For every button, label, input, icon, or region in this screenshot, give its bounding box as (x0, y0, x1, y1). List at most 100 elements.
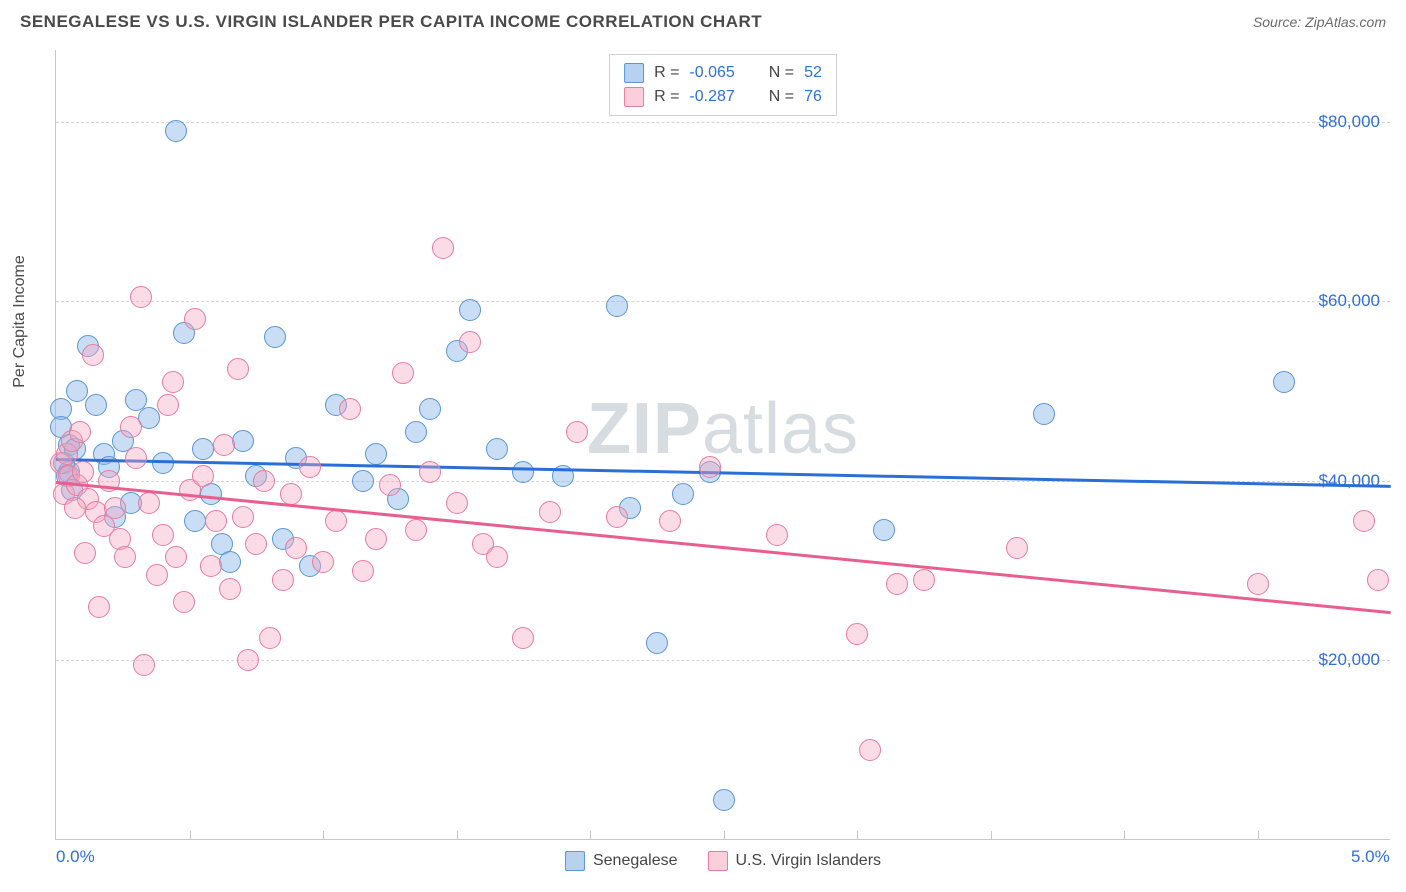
data-point (130, 286, 152, 308)
data-point (405, 519, 427, 541)
plot-area: ZIPatlas Per Capita Income R =-0.065N =5… (55, 50, 1390, 840)
data-point (138, 492, 160, 514)
data-point (873, 519, 895, 541)
data-point (699, 456, 721, 478)
data-point (1033, 403, 1055, 425)
data-point (325, 510, 347, 532)
n-label: N = (769, 88, 794, 106)
r-label: R = (654, 88, 679, 106)
data-point (184, 510, 206, 532)
data-point (352, 470, 374, 492)
legend-swatch (624, 63, 644, 83)
data-point (1367, 569, 1389, 591)
data-point (253, 470, 275, 492)
correlation-stats-box: R =-0.065N =52R =-0.287N =76 (609, 54, 837, 116)
data-point (213, 434, 235, 456)
data-point (125, 447, 147, 469)
data-point (104, 497, 126, 519)
gridline-h (56, 122, 1390, 123)
r-value: -0.065 (689, 64, 734, 82)
data-point (152, 524, 174, 546)
y-axis-label: Per Capita Income (11, 255, 29, 388)
data-point (766, 524, 788, 546)
data-point (146, 564, 168, 586)
data-point (120, 416, 142, 438)
data-point (846, 623, 868, 645)
x-minor-tick (590, 831, 591, 839)
data-point (219, 578, 241, 600)
y-tick-label: $20,000 (1319, 650, 1380, 670)
legend-label: U.S. Virgin Islanders (735, 852, 881, 870)
legend: Senegalese U.S. Virgin Islanders (565, 851, 881, 871)
legend-item: Senegalese (565, 851, 678, 871)
data-point (646, 632, 668, 654)
source-credit: Source: ZipAtlas.com (1253, 14, 1386, 30)
data-point (85, 394, 107, 416)
data-point (245, 533, 267, 555)
legend-swatch (565, 851, 585, 871)
data-point (659, 510, 681, 532)
x-minor-tick (323, 831, 324, 839)
data-point (184, 308, 206, 330)
data-point (232, 430, 254, 452)
data-point (133, 654, 155, 676)
legend-label: Senegalese (593, 852, 678, 870)
n-value: 76 (804, 88, 822, 106)
data-point (419, 398, 441, 420)
data-point (285, 537, 307, 559)
data-point (405, 421, 427, 443)
r-label: R = (654, 64, 679, 82)
data-point (392, 362, 414, 384)
data-point (69, 421, 91, 443)
data-point (114, 546, 136, 568)
data-point (486, 546, 508, 568)
x-minor-tick (190, 831, 191, 839)
data-point (66, 380, 88, 402)
y-tick-label: $40,000 (1319, 471, 1380, 491)
stat-row: R =-0.065N =52 (624, 61, 822, 85)
data-point (859, 739, 881, 761)
data-point (459, 299, 481, 321)
data-point (1273, 371, 1295, 393)
legend-swatch (707, 851, 727, 871)
data-point (606, 295, 628, 317)
stat-row: R = -0.287 N = 76 (624, 85, 822, 109)
gridline-h (56, 301, 1390, 302)
data-point (446, 492, 468, 514)
r-value: -0.287 (689, 88, 734, 106)
data-point (606, 506, 628, 528)
data-point (157, 394, 179, 416)
data-point (419, 461, 441, 483)
data-point (672, 483, 694, 505)
legend-item: U.S. Virgin Islanders (707, 851, 881, 871)
y-tick-label: $60,000 (1319, 291, 1380, 311)
data-point (219, 551, 241, 573)
n-label: N = (769, 64, 794, 82)
data-point (539, 501, 561, 523)
data-point (232, 506, 254, 528)
data-point (1353, 510, 1375, 532)
data-point (352, 560, 374, 582)
data-point (459, 331, 481, 353)
data-point (82, 344, 104, 366)
data-point (192, 465, 214, 487)
data-point (200, 555, 222, 577)
data-point (339, 398, 361, 420)
x-minor-tick (1258, 831, 1259, 839)
data-point (173, 591, 195, 613)
chart-container: ZIPatlas Per Capita Income R =-0.065N =5… (55, 50, 1390, 840)
data-point (280, 483, 302, 505)
data-point (162, 371, 184, 393)
data-point (259, 627, 281, 649)
data-point (486, 438, 508, 460)
data-point (432, 237, 454, 259)
data-point (264, 326, 286, 348)
data-point (299, 456, 321, 478)
data-point (512, 461, 534, 483)
watermark: ZIPatlas (587, 388, 859, 470)
x-minor-tick (991, 831, 992, 839)
data-point (72, 461, 94, 483)
x-tick-label: 0.0% (56, 847, 95, 867)
data-point (886, 573, 908, 595)
data-point (165, 120, 187, 142)
